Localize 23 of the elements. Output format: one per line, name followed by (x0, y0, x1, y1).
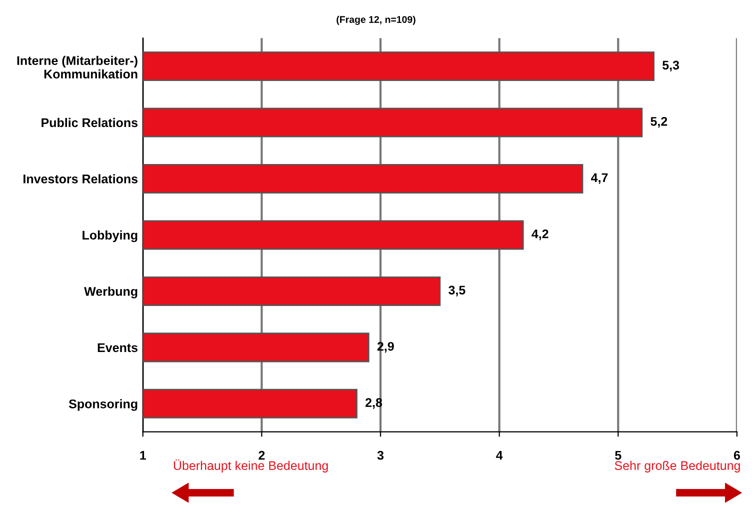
y-tick-label: Werbung (84, 286, 138, 298)
x-tick-label: 1 (140, 451, 146, 460)
data-label: 5,2 (650, 116, 668, 128)
x-tick-label: 3 (377, 450, 384, 460)
y-tick-label: Investors Relations (24, 174, 138, 184)
data-label: 5,3 (662, 60, 680, 72)
text: Überhaupt keine Bedeutung (174, 459, 328, 472)
chart-subtitle: (Frage 12, n=109) (336, 16, 416, 25)
x-tick-label: 4 (496, 451, 503, 460)
data-label: 4,2 (532, 229, 548, 240)
y-tick-label: Sponsoring (68, 399, 138, 411)
y-tick-label: Interne (Mitarbeiter-) Kommunikation (17, 56, 138, 79)
y-tick-label: Public Relations (42, 118, 138, 128)
x-tick-label: 6 (734, 450, 740, 460)
x-tick-label: 2 (258, 450, 265, 460)
x-tick-label: 5 (615, 451, 622, 460)
data-label: 2,9 (377, 342, 394, 353)
data-label: 2,8 (366, 398, 382, 409)
y-tick-label: Lobbying (82, 230, 138, 242)
text: Sehr große Bedeutung (614, 460, 740, 472)
y-tick-label: Events (98, 343, 138, 352)
data-label: 3,5 (448, 286, 466, 296)
data-label: 4,7 (591, 173, 608, 184)
